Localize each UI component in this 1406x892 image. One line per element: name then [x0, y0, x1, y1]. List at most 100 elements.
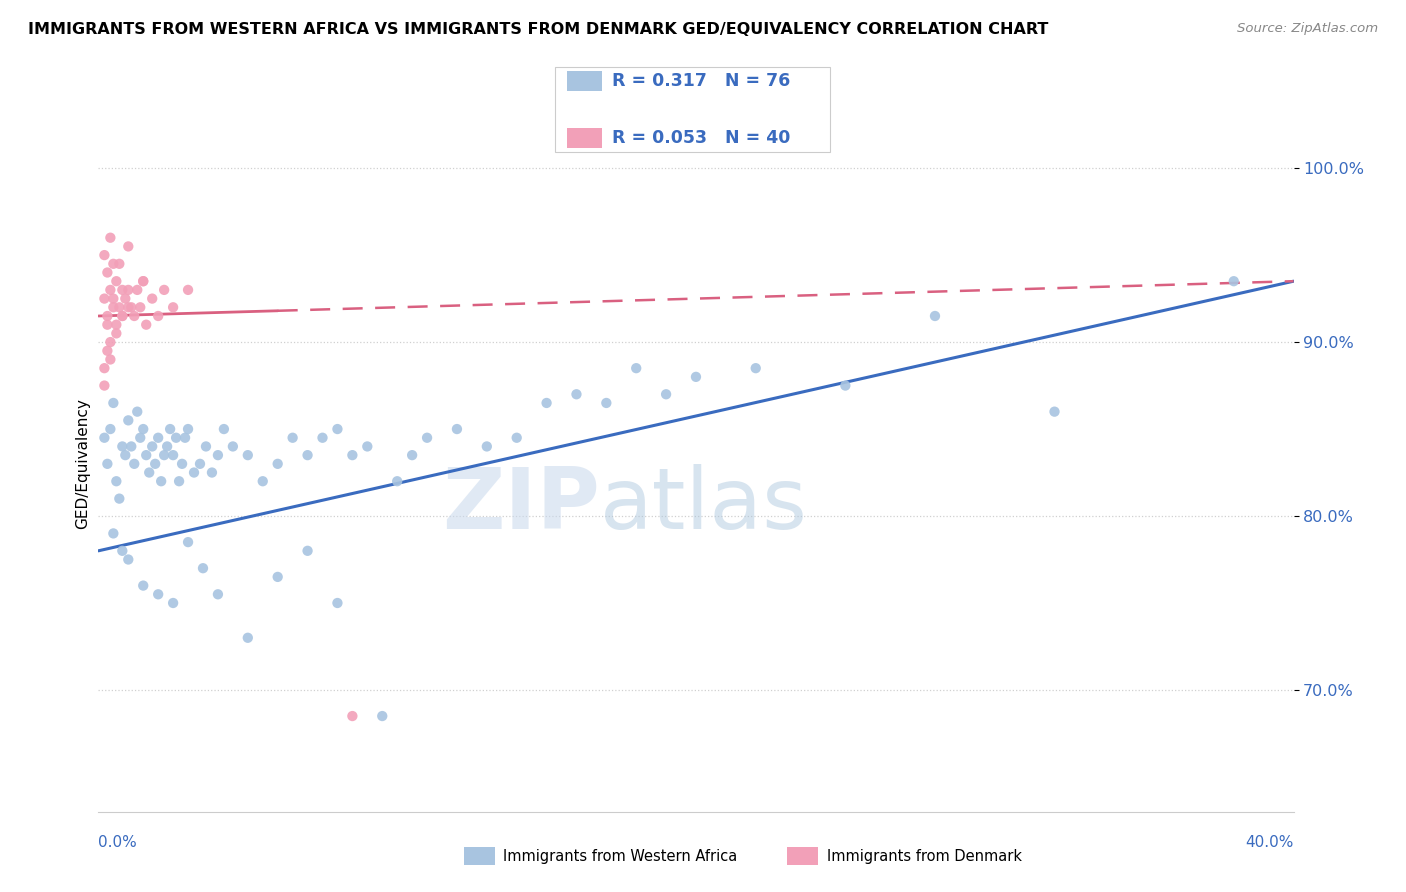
Point: [129, 300, 152, 314]
Point: [96, 318, 118, 332]
Point: [401, 448, 423, 462]
Text: IMMIGRANTS FROM WESTERN AFRICA VS IMMIGRANTS FROM DENMARK GED/EQUIVALENCY CORREL: IMMIGRANTS FROM WESTERN AFRICA VS IMMIGR…: [28, 22, 1049, 37]
Point: [595, 396, 617, 410]
Point: [105, 474, 128, 488]
Point: [103, 257, 125, 271]
Point: [153, 283, 176, 297]
Point: [148, 431, 170, 445]
Point: [132, 274, 155, 288]
Point: [132, 422, 155, 436]
Point: [385, 474, 409, 488]
Point: [1043, 404, 1066, 418]
Point: [103, 300, 125, 314]
Point: [132, 274, 155, 288]
Point: [162, 448, 184, 462]
Point: [685, 369, 707, 384]
Point: [127, 404, 149, 418]
Point: [117, 300, 139, 314]
Point: [143, 457, 166, 471]
Point: [326, 422, 349, 436]
Point: [834, 378, 856, 392]
Point: [124, 457, 146, 471]
Point: [111, 439, 134, 453]
Point: [105, 318, 128, 332]
Point: [150, 474, 173, 488]
Point: [93, 292, 115, 306]
Point: [475, 439, 498, 453]
Text: Immigrants from Western Africa: Immigrants from Western Africa: [503, 849, 738, 863]
Point: [127, 283, 149, 297]
Point: [111, 283, 134, 297]
Point: [167, 474, 190, 488]
Point: [103, 292, 125, 306]
Text: atlas: atlas: [600, 464, 808, 547]
Point: [159, 422, 181, 436]
Point: [105, 326, 128, 341]
Point: [141, 439, 163, 453]
Point: [371, 709, 394, 723]
Point: [655, 387, 678, 401]
Point: [506, 431, 529, 445]
Text: ZIP: ZIP: [443, 464, 600, 547]
Point: [148, 587, 170, 601]
Point: [108, 491, 131, 506]
Point: [98, 231, 122, 245]
Point: [98, 283, 122, 297]
Point: [156, 439, 179, 453]
Point: [129, 431, 152, 445]
Point: [111, 309, 134, 323]
Point: [98, 334, 122, 349]
Point: [177, 422, 200, 436]
Point: [117, 239, 139, 253]
Point: [194, 439, 218, 453]
Text: 0.0%: 0.0%: [98, 836, 138, 850]
Point: [93, 431, 115, 445]
Point: [236, 631, 259, 645]
Point: [96, 343, 118, 358]
Point: [120, 300, 142, 314]
Point: [98, 352, 122, 367]
Point: [117, 283, 139, 297]
Point: [236, 448, 259, 462]
Point: [212, 422, 235, 436]
Point: [93, 248, 115, 262]
Point: [188, 457, 211, 471]
Point: [267, 570, 290, 584]
Point: [135, 318, 157, 332]
Point: [222, 439, 245, 453]
Point: [135, 448, 157, 462]
Point: [446, 422, 468, 436]
Text: Source: ZipAtlas.com: Source: ZipAtlas.com: [1237, 22, 1378, 36]
Point: [108, 257, 131, 271]
Point: [117, 413, 139, 427]
Point: [124, 309, 146, 323]
Point: [108, 300, 131, 314]
Point: [98, 422, 122, 436]
Point: [165, 431, 187, 445]
Point: [120, 439, 142, 453]
Point: [267, 457, 290, 471]
Point: [924, 309, 946, 323]
Point: [207, 448, 229, 462]
Point: [114, 448, 136, 462]
Point: [252, 474, 274, 488]
Point: [162, 596, 184, 610]
Point: [416, 431, 439, 445]
Point: [281, 431, 304, 445]
Point: [183, 466, 205, 480]
Point: [93, 361, 115, 376]
Point: [356, 439, 378, 453]
Point: [745, 361, 768, 376]
Text: Immigrants from Denmark: Immigrants from Denmark: [827, 849, 1022, 863]
Point: [162, 300, 184, 314]
Point: [1222, 274, 1246, 288]
Point: [103, 526, 125, 541]
Point: [153, 448, 176, 462]
Point: [93, 378, 115, 392]
Point: [326, 596, 349, 610]
Point: [132, 578, 155, 592]
Point: [297, 543, 319, 558]
Point: [114, 292, 136, 306]
Point: [105, 274, 128, 288]
Text: R = 0.317   N = 76: R = 0.317 N = 76: [612, 72, 790, 90]
